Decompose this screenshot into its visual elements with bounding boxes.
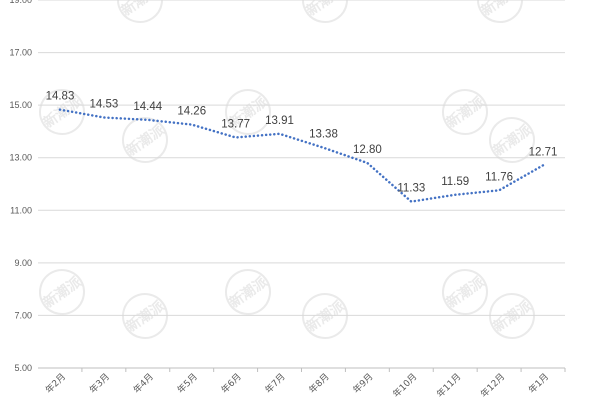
series-layer <box>58 108 545 203</box>
y-tick-label: 9.00 <box>14 258 32 268</box>
data-label: 13.38 <box>309 129 338 141</box>
watermark-text: 新潮派 <box>303 0 348 19</box>
x-tick-label: 年7月 <box>262 371 287 396</box>
y-tick-label: 7.00 <box>14 310 32 320</box>
watermark-text: 新潮派 <box>118 0 163 19</box>
x-tick-label: 年9月 <box>350 371 375 396</box>
x-tick-label: 年12月 <box>478 371 507 400</box>
watermark-stamp: 新潮派 <box>442 269 488 315</box>
watermark-stamp: 新潮派 <box>442 89 488 135</box>
x-tick-label: 年1月 <box>526 371 551 396</box>
series-line <box>58 108 545 203</box>
watermark-stamp: 新潮派 <box>477 0 523 23</box>
watermark-stamp: 新潮派 <box>489 293 535 339</box>
y-tick-label: 5.00 <box>14 363 32 373</box>
watermark-stamp: 新潮派 <box>122 293 168 339</box>
grid-layer <box>38 0 565 369</box>
data-label: 12.80 <box>353 144 382 156</box>
data-label: 13.77 <box>221 118 250 130</box>
x-tick-label: 年2月 <box>43 371 68 396</box>
x-tick-label: 年6月 <box>218 371 243 396</box>
watermark-stamp: 新潮派 <box>489 117 535 163</box>
y-tick-label: 17.00 <box>9 48 32 58</box>
watermark-stamp: 新潮派 <box>39 269 85 315</box>
x-tick-label: 年5月 <box>175 371 200 396</box>
data-label-layer: 14.83 14.53 14.44 14.26 13.77 13.91 13.38 12.80… <box>46 91 558 195</box>
x-tick-label: 年8月 <box>306 371 331 396</box>
watermark-stamp: 新潮派 <box>302 293 348 339</box>
data-label: 11.33 <box>397 183 425 195</box>
watermark-stamp: 新潮派 <box>302 0 348 23</box>
y-tick-label: 13.00 <box>9 153 32 163</box>
data-label: 14.53 <box>89 98 118 110</box>
x-tick-label: 年10月 <box>390 371 419 400</box>
x-tick-label: 年4月 <box>131 371 156 396</box>
watermark-layer: 新潮派新潮派新潮派新潮派新潮派新潮派新潮派新潮派新潮派新潮派新潮派新潮派 新潮派新… <box>39 0 535 339</box>
watermark-text: 新潮派 <box>478 0 523 19</box>
data-label: 11.76 <box>485 171 513 183</box>
watermark-stamp: 新潮派 <box>225 89 271 135</box>
watermark-stamp: 新潮派 <box>117 0 163 23</box>
axis-layer: 5.00 7.00 9.00 11.00 13.00 15.00 17.00 19.00 年2月… <box>9 0 566 400</box>
x-tick-label: 年3月 <box>87 371 112 396</box>
y-tick-label: 11.00 <box>10 205 32 215</box>
watermark-stamp: 新潮派 <box>225 269 271 315</box>
data-label: 11.59 <box>441 176 469 188</box>
y-tick-label: 15.00 <box>9 100 32 110</box>
data-label: 12.71 <box>529 146 558 158</box>
data-label: 14.26 <box>177 106 206 118</box>
data-label: 14.44 <box>133 101 162 113</box>
data-label: 14.83 <box>46 91 75 103</box>
data-label: 13.91 <box>265 115 294 127</box>
y-tick-label: 19.00 <box>9 0 32 5</box>
x-tick-label: 年11月 <box>434 371 463 400</box>
